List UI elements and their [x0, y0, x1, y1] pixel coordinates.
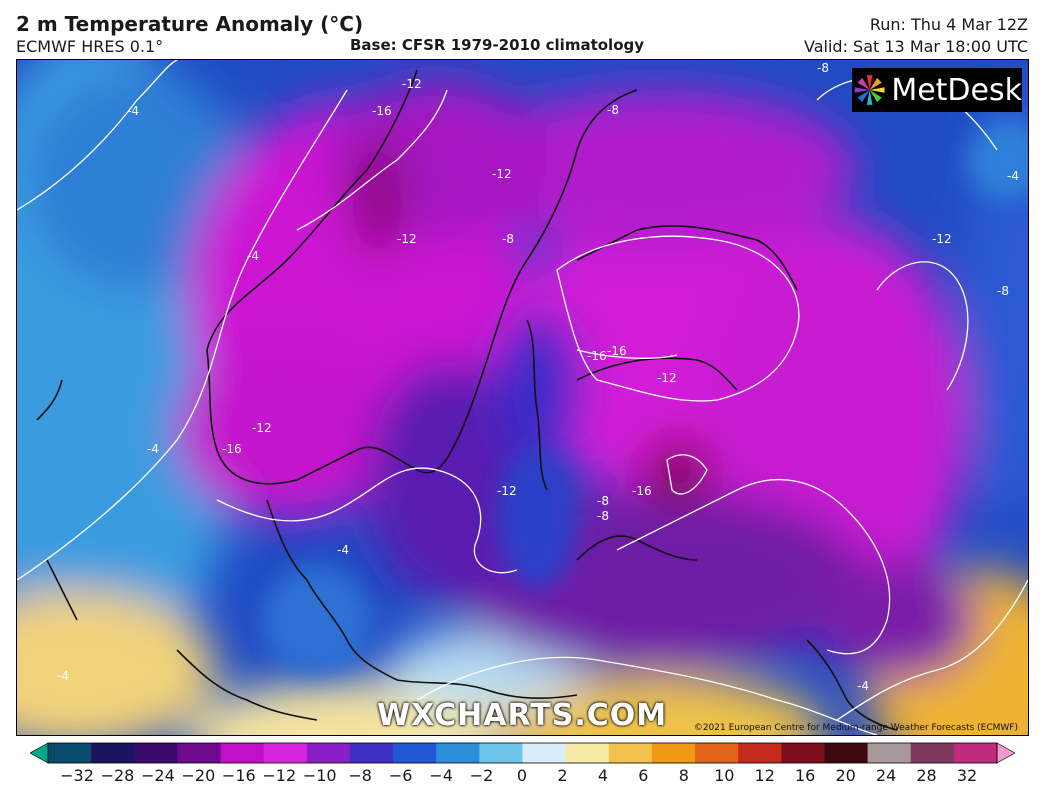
run-time: Run: Thu 4 Mar 12Z	[869, 15, 1028, 34]
colorbar-max-extend	[996, 742, 1015, 764]
colorbar-tick-label: −4	[429, 766, 453, 785]
colorbar-tick-label: 0	[516, 766, 528, 785]
colorbar-tick-label: −20	[181, 766, 216, 785]
colorbar-segment	[263, 743, 308, 763]
colorbar-segment	[134, 743, 178, 763]
colorbar-segment	[953, 743, 998, 763]
colorbar-segment	[48, 743, 92, 763]
anomaly-map: -8 -4 -16 -12 -8 -12 -12 -8 -12 -16 -8 -4 -12 -16 -12-…	[16, 59, 1029, 736]
contour-label: -4	[247, 249, 259, 263]
colorbar-tick-label: 28	[916, 766, 937, 785]
contour-label: -8	[502, 232, 514, 246]
colorbar-segment	[824, 743, 869, 763]
climatology-base: Base: CFSR 1979-2010 climatology	[350, 36, 645, 54]
contour-label: -12	[657, 371, 677, 385]
colorbar-segment	[306, 743, 351, 763]
contour-label: -16	[372, 104, 392, 118]
watermark: WXCHARTS.COM	[377, 698, 668, 733]
colorbar-tick-label: 10	[714, 766, 735, 785]
contour-lines	[17, 60, 1028, 735]
contour-label: -12	[497, 484, 517, 498]
colorbar-tick-label: −24	[141, 766, 175, 785]
colorbar-segment	[910, 743, 955, 763]
colorbar-segment	[781, 743, 825, 763]
ecmwf-credit: ©2021 European Centre for Medium-range W…	[693, 723, 1018, 733]
colorbar-tick-label: −16	[221, 766, 256, 785]
colorbar-segment	[738, 743, 782, 763]
colorbar-segment	[651, 743, 696, 763]
map-canvas: -8-4 -16-12-8-12-12 -8 -12-16-8-4-12-16-12-…	[17, 60, 1028, 735]
colorbar-tick-label: 24	[875, 766, 897, 785]
contour-label: -12	[492, 167, 512, 181]
colorbar-min-extend	[30, 742, 49, 764]
colorbar-frame	[47, 742, 998, 764]
colorbar-tick-label: −10	[302, 766, 337, 785]
colorbar-tick-label: −8	[348, 766, 372, 785]
contour-label: -4	[127, 104, 139, 118]
colorbar-tick-label: 32	[956, 766, 978, 785]
colorbar-tick-label: 12	[754, 766, 775, 785]
colorbar-segment	[867, 743, 912, 763]
colorbar-segment	[436, 743, 480, 763]
contour-label: -8	[597, 494, 609, 508]
contour-label: -12	[252, 421, 272, 435]
colorbar-segment	[695, 743, 739, 763]
contour-label: -16	[587, 349, 607, 363]
contour-label: -12	[402, 77, 422, 91]
colorbar	[30, 742, 1015, 764]
contour-labels: -8-4 -16-12-8-12-12 -8 -12-16-8-4-12-16-12-…	[57, 61, 1019, 693]
colorbar-ticks: −32 −28 −24 −20 −16 −12 −10 −8 −6 −4 −2 0 2 4 6 8 10 12 16…	[0, 764, 1045, 788]
colorbar-tick-label: −32	[60, 766, 94, 785]
colorbar-segment	[220, 743, 265, 763]
contour-label: -16	[632, 484, 652, 498]
colorbar-tick-label: −28	[100, 766, 135, 785]
valid-time: Valid: Sat 13 Mar 18:00 UTC	[804, 37, 1028, 56]
contour-label: -12	[932, 232, 952, 246]
contour-label: -4	[1007, 169, 1019, 183]
colorbar-segment	[349, 743, 394, 763]
colorbar-segment	[565, 743, 610, 763]
model-name: ECMWF HRES 0.1°	[16, 37, 164, 56]
pinwheel-icon	[854, 75, 885, 105]
contour-label: -8	[607, 103, 619, 117]
contour-label: -16	[607, 344, 627, 358]
colorbar-tick-label: 8	[678, 766, 689, 785]
contour-label: -4	[337, 543, 349, 557]
colorbar-tick-label: 16	[794, 766, 816, 785]
colorbar-tick-label: −2	[469, 766, 494, 785]
colorbar-tick-label: 4	[597, 766, 608, 785]
contour-label: -16	[222, 442, 242, 456]
contour-label: -8	[997, 284, 1009, 298]
contour-label: -4	[147, 442, 159, 456]
colorbar-segment	[91, 743, 135, 763]
contour-label: -8	[597, 509, 609, 523]
colorbar-segment	[177, 743, 222, 763]
colorbar-tick-label: −6	[388, 766, 413, 785]
coastlines	[36, 69, 898, 731]
metdesk-logo: MetDesk	[852, 68, 1022, 112]
contour-label: -8	[817, 61, 829, 75]
colorbar-segment	[479, 743, 523, 763]
colorbar-segment	[522, 743, 567, 763]
colorbar-tick-label: 20	[835, 766, 856, 785]
colorbar-segment	[608, 743, 653, 763]
colorbar-tick-label: 2	[557, 766, 568, 785]
anomaly-field	[17, 60, 1028, 735]
colorbar-segment	[393, 743, 437, 763]
contour-label: -4	[857, 679, 869, 693]
colorbar-tick-label: −12	[262, 766, 297, 785]
colorbar-tick-label: 6	[638, 766, 649, 785]
contour-label: -12	[397, 232, 417, 246]
chart-title: 2 m Temperature Anomaly (°C)	[16, 12, 364, 36]
logo-text: MetDesk	[891, 72, 1022, 108]
anomaly-field-detail	[262, 120, 1028, 675]
contour-label: -4	[57, 669, 69, 683]
